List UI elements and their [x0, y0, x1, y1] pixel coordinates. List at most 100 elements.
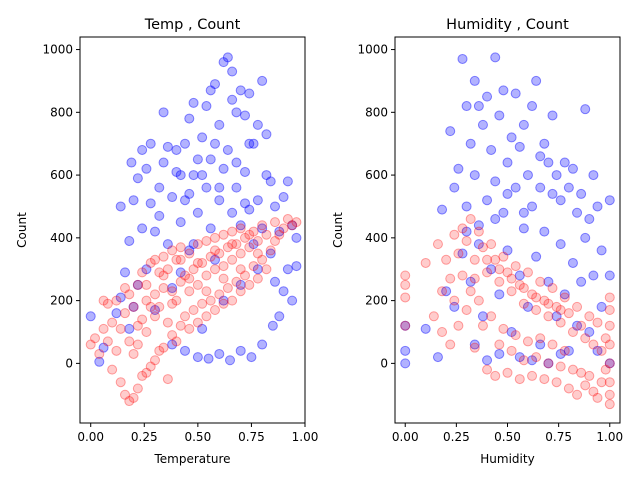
humidity-series-1-point-24: [473, 226, 484, 237]
humidity-series-1-point-68: [563, 308, 574, 319]
temp-series-0-point-19: [145, 138, 156, 149]
temp-series-0-point-95: [246, 352, 257, 363]
temp-series-0-point-92: [214, 348, 225, 359]
humidity-series-0-point-17: [469, 75, 480, 86]
humidity-series-1-point-96: [469, 273, 480, 284]
temp-series-0-point-42: [197, 323, 208, 334]
temp-y-tick-label-3: 600: [50, 168, 73, 182]
temp-series-1-point-8: [107, 317, 118, 328]
humidity-series-1-point-61: [547, 339, 558, 350]
humidity-series-1-point-44: [514, 279, 525, 290]
temp-x-axis-label: Temperature: [153, 452, 230, 466]
temp-series-1-point-43: [162, 374, 173, 385]
temp-series-1-point-46: [167, 330, 178, 341]
humidity-series-0-point-4: [432, 352, 443, 363]
temp-series-0-point-40: [192, 207, 203, 218]
temp-series-1-point-117: [192, 257, 203, 268]
temp-series-0-point-82: [282, 176, 293, 187]
humidity-series-0-point-40: [514, 270, 525, 281]
humidity-series-0-point-70: [576, 276, 587, 287]
humidity-series-0-point-54: [543, 276, 554, 287]
temp-series-0-point-98: [218, 295, 229, 306]
temp-series-1-point-29: [141, 326, 152, 337]
humidity-series-1-point-97: [482, 254, 493, 265]
temp-series-1-point-124: [252, 248, 263, 259]
humidity-series-0-point-68: [572, 320, 583, 331]
temp-series-1-point-68: [201, 270, 212, 281]
temp-series-1-point-55: [180, 311, 190, 322]
temp-series-0-point-79: [274, 311, 285, 322]
humidity-x-tick-label-4: 1.00: [596, 430, 623, 444]
temp-series-0-point-26: [162, 239, 173, 250]
temp-series-1-point-48: [167, 245, 178, 256]
humidity-series-0-point-95: [518, 207, 529, 218]
temp-series-0-point-28: [167, 192, 178, 203]
humidity-series-1-point-95: [600, 364, 611, 375]
temp-series-1-point-18: [124, 289, 135, 300]
temp-series-0-point-45: [201, 182, 212, 193]
humidity-series-1-point-33: [490, 370, 501, 381]
temp-series-1-point-119: [210, 245, 220, 256]
humidity-series-0-point-43: [522, 170, 533, 181]
humidity-series-0-point-50: [535, 339, 546, 350]
humidity-series-0-point-75: [588, 170, 599, 181]
temp-series-1-point-88: [235, 248, 246, 259]
humidity-series-1-point-14: [453, 248, 464, 259]
temp-series-1-point-51: [171, 254, 182, 265]
humidity-series-0-point-11: [457, 53, 468, 64]
temp-series-0-point-68: [252, 119, 263, 130]
temp-series-0-point-84: [287, 220, 298, 231]
humidity-series-0-point-55: [547, 110, 558, 121]
temp-series-1-point-54: [175, 242, 186, 253]
temp-series-1-point-118: [201, 286, 212, 297]
humidity-series-1-point-9: [441, 254, 452, 265]
temp-series-1-point-76: [214, 248, 225, 259]
temp-series-0-point-74: [265, 176, 276, 187]
humidity-series-0-point-48: [531, 251, 542, 262]
temp-y-tick-label-1: 200: [50, 294, 73, 308]
temp-series-0-point-37: [184, 245, 195, 256]
humidity-series-1-point-69: [563, 383, 574, 394]
humidity-series-0-point-0: [400, 358, 411, 369]
humidity-x-tick-label-2: 0.50: [494, 430, 521, 444]
humidity-series-0-point-45: [527, 101, 538, 112]
temp-series-0-point-30: [171, 166, 182, 177]
humidity-series-0-point-69: [576, 188, 587, 199]
temp-series-0-point-60: [235, 85, 246, 96]
temp-series-1-point-52: [175, 320, 186, 331]
temp-series-0-point-52: [218, 57, 229, 68]
humidity-series-1-point-58: [543, 311, 554, 322]
temp-series-0-point-39: [188, 170, 199, 181]
temp-series-1-point-121: [227, 239, 238, 250]
temp-series-0-point-110: [231, 157, 242, 168]
humidity-series-1-point-15: [453, 320, 464, 331]
humidity-series-1-point-49: [522, 336, 533, 347]
temp-series-1-point-50: [171, 295, 182, 306]
humidity-x-tick-label-0: 0.00: [392, 430, 419, 444]
temp-series-0-point-87: [291, 232, 302, 243]
temp-series-1-point-24: [132, 279, 143, 290]
humidity-series-1-point-48: [522, 267, 533, 278]
temp-series-1-point-20: [128, 348, 139, 359]
temp-series-1-point-16: [124, 396, 135, 407]
humidity-series-0-point-29: [494, 110, 505, 121]
temp-series-1-point-35: [150, 289, 160, 300]
temp-series-1-point-49: [171, 336, 182, 347]
humidity-series-1-point-46: [518, 298, 529, 309]
temp-series-1-point-107: [282, 214, 293, 225]
temp-series-1-point-90: [240, 270, 250, 281]
temp-series-1-point-33: [145, 257, 156, 268]
temp-series-1-point-71: [205, 251, 216, 262]
temp-series-0-point-20: [150, 305, 160, 316]
temp-series-0-point-5: [115, 201, 126, 212]
temp-count-scatter-plot: 0.00 0.25 0.50 0.75 1.00 0 200 400 600 800 1000 Te…: [15, 17, 318, 466]
humidity-series-0-point-32: [498, 207, 509, 218]
humidity-series-1-point-84: [596, 345, 607, 356]
temp-series-1-point-120: [218, 273, 229, 284]
humidity-series-0-point-58: [551, 311, 562, 322]
humidity-series-1-point-98: [494, 264, 505, 275]
humidity-series-0-point-74: [584, 326, 595, 337]
temp-series-0-point-2: [98, 342, 109, 353]
humidity-series-1-point-5: [428, 311, 439, 322]
